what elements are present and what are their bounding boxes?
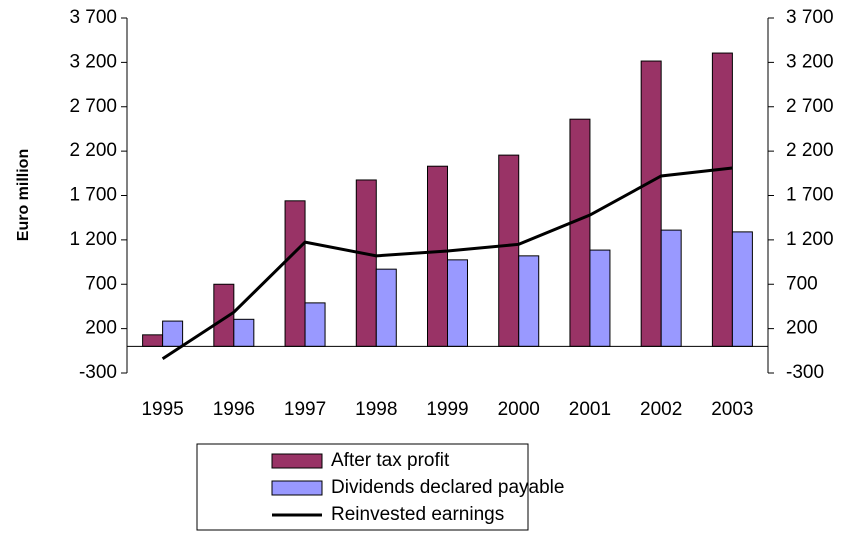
bar [447, 259, 468, 347]
y-tick-label: 3 700 [69, 7, 117, 28]
y-axis-label: Euro million [15, 149, 32, 241]
legend-box [196, 443, 529, 531]
y2-tick-label: -300 [786, 362, 824, 383]
y-tick-label: 700 [85, 273, 117, 294]
x-tick-label: 1996 [213, 399, 255, 420]
y-tick-label: 3 200 [69, 51, 117, 72]
bar [233, 318, 255, 347]
x-tick-label: 2002 [640, 399, 682, 420]
bar [355, 179, 377, 347]
bar [498, 154, 520, 347]
bar [162, 320, 184, 347]
x-tick-label: 2000 [498, 399, 540, 420]
legend-swatch [271, 453, 323, 469]
bar [731, 231, 753, 347]
bar [427, 165, 448, 347]
bar [589, 249, 611, 347]
legend-label: Reinvested earnings [331, 504, 504, 525]
y2-tick-label: 200 [786, 318, 818, 339]
x-tick-label: 1998 [355, 399, 397, 420]
x-tick-label: 2003 [711, 399, 753, 420]
x-tick-label: 1999 [426, 399, 468, 420]
bar [284, 200, 306, 347]
y2-tick-label: 1 700 [786, 185, 834, 206]
legend-swatch [271, 480, 323, 496]
bar [142, 334, 164, 347]
bar [518, 255, 540, 347]
x-tick-label: 1995 [141, 399, 183, 420]
x-tick-label: 2001 [569, 399, 611, 420]
y2-tick-label: 3 700 [786, 7, 834, 28]
legend-label: Dividends declared payable [331, 477, 564, 498]
y2-tick-label: 1 200 [786, 229, 834, 250]
legend-label: After tax profit [331, 450, 450, 471]
x-tick-label: 1997 [284, 399, 326, 420]
y2-tick-label: 2 700 [786, 96, 834, 117]
y-tick-label: -300 [79, 362, 117, 383]
y-tick-label: 2 700 [69, 96, 117, 117]
bar [304, 302, 326, 347]
bar [375, 268, 397, 347]
y2-tick-label: 3 200 [786, 51, 834, 72]
y2-tick-label: 2 200 [786, 140, 834, 161]
y2-tick-label: 700 [786, 273, 818, 294]
bar [640, 60, 662, 347]
bar [660, 229, 682, 347]
y-tick-label: 200 [85, 318, 117, 339]
y-tick-label: 2 200 [69, 140, 117, 161]
bar [569, 118, 591, 347]
y-tick-label: 1 200 [69, 229, 117, 250]
bar [711, 52, 733, 347]
y-tick-label: 1 700 [69, 185, 117, 206]
line [161, 166, 733, 361]
